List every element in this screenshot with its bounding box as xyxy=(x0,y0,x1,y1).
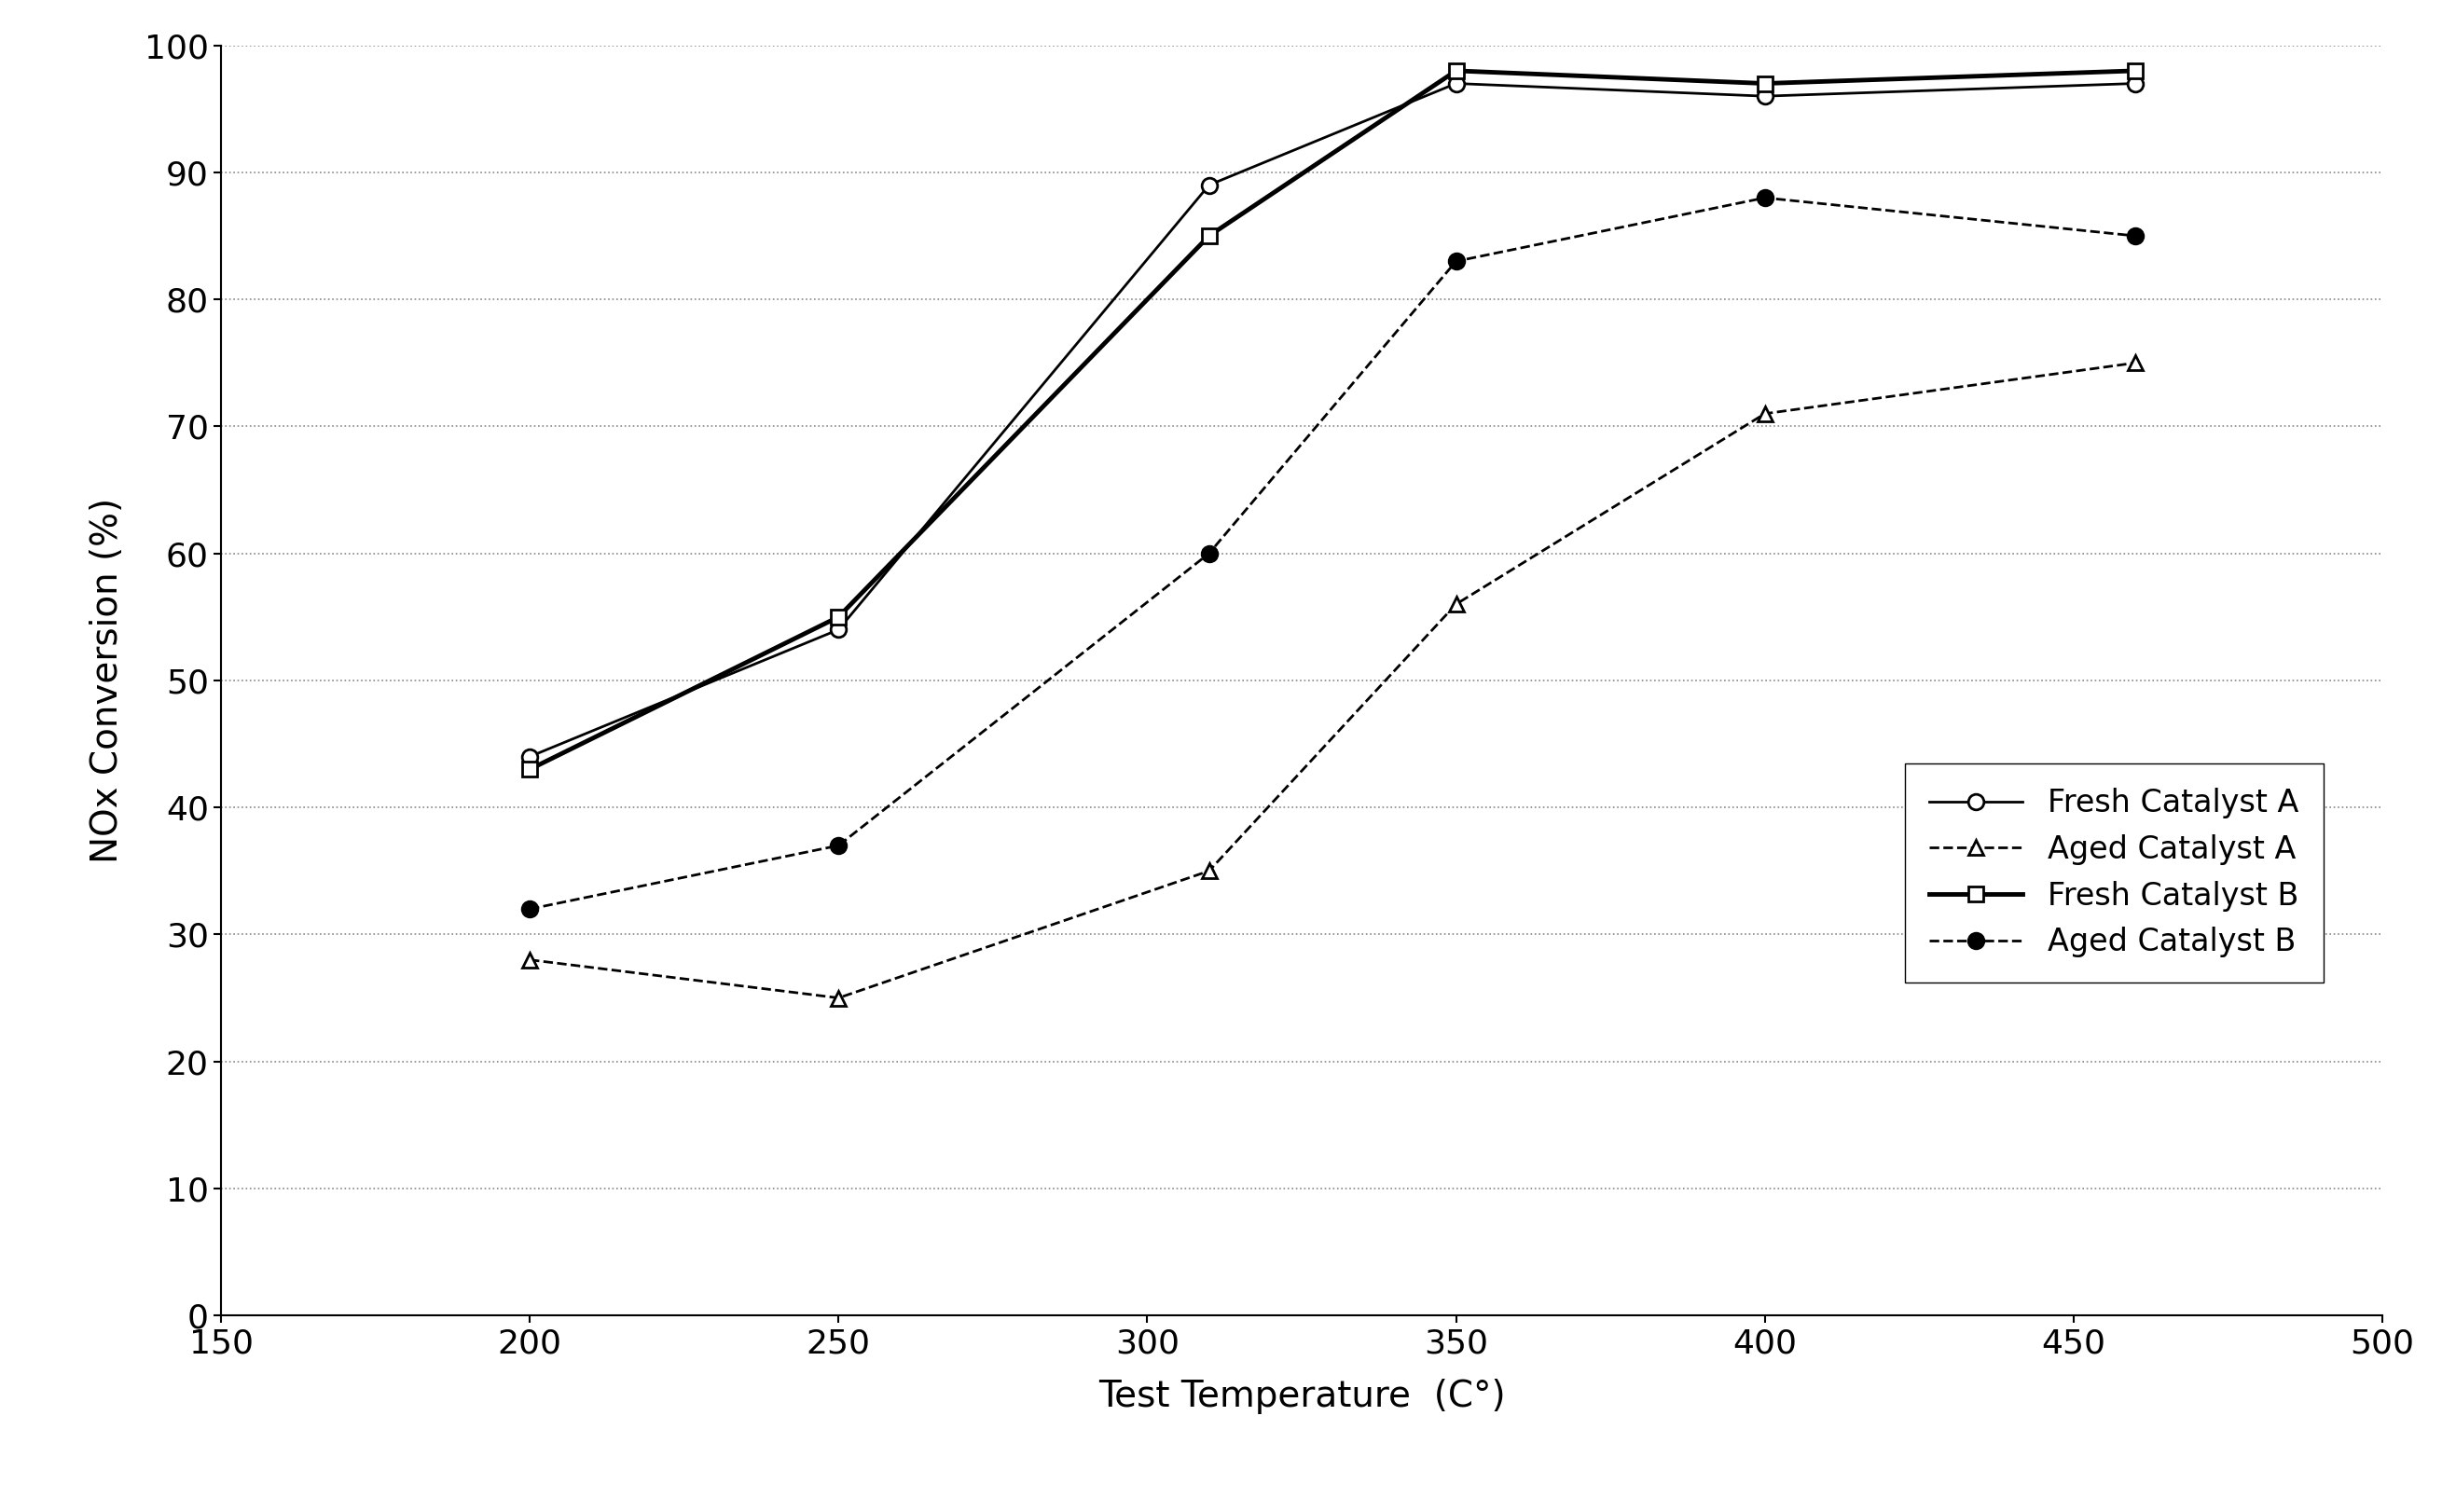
Aged Catalyst A xyxy=(1442,596,1471,614)
Fresh Catalyst B xyxy=(1442,62,1471,80)
Fresh Catalyst A xyxy=(1194,175,1223,194)
Legend: Fresh Catalyst A, Aged Catalyst A, Fresh Catalyst B, Aged Catalyst B: Fresh Catalyst A, Aged Catalyst A, Fresh… xyxy=(1903,764,2323,983)
Aged Catalyst A xyxy=(1751,405,1781,423)
Fresh Catalyst A xyxy=(516,747,545,765)
Aged Catalyst B xyxy=(1194,544,1223,562)
Fresh Catalyst B xyxy=(1194,227,1223,245)
Line: Aged Catalyst B: Aged Catalyst B xyxy=(523,191,2144,916)
Fresh Catalyst B xyxy=(516,761,545,779)
Fresh Catalyst B xyxy=(2120,62,2149,80)
Fresh Catalyst B xyxy=(1751,74,1781,92)
Aged Catalyst A xyxy=(823,989,852,1007)
Fresh Catalyst A xyxy=(823,620,852,638)
X-axis label: Test Temperature  (C°): Test Temperature (C°) xyxy=(1098,1379,1506,1414)
Aged Catalyst B xyxy=(1442,253,1471,271)
Aged Catalyst A xyxy=(516,951,545,969)
Aged Catalyst A xyxy=(1194,862,1223,880)
Line: Fresh Catalyst A: Fresh Catalyst A xyxy=(523,76,2144,765)
Aged Catalyst B xyxy=(2120,227,2149,245)
Aged Catalyst B xyxy=(1751,189,1781,207)
Aged Catalyst A xyxy=(2120,354,2149,372)
Fresh Catalyst A xyxy=(1751,88,1781,106)
Aged Catalyst B xyxy=(516,900,545,918)
Line: Fresh Catalyst B: Fresh Catalyst B xyxy=(523,64,2144,777)
Fresh Catalyst A xyxy=(1442,74,1471,92)
Fresh Catalyst B xyxy=(823,608,852,626)
Y-axis label: NOx Conversion (%): NOx Conversion (%) xyxy=(88,497,125,863)
Aged Catalyst B xyxy=(823,836,852,854)
Line: Aged Catalyst A: Aged Catalyst A xyxy=(523,355,2144,1005)
Fresh Catalyst A xyxy=(2120,74,2149,92)
